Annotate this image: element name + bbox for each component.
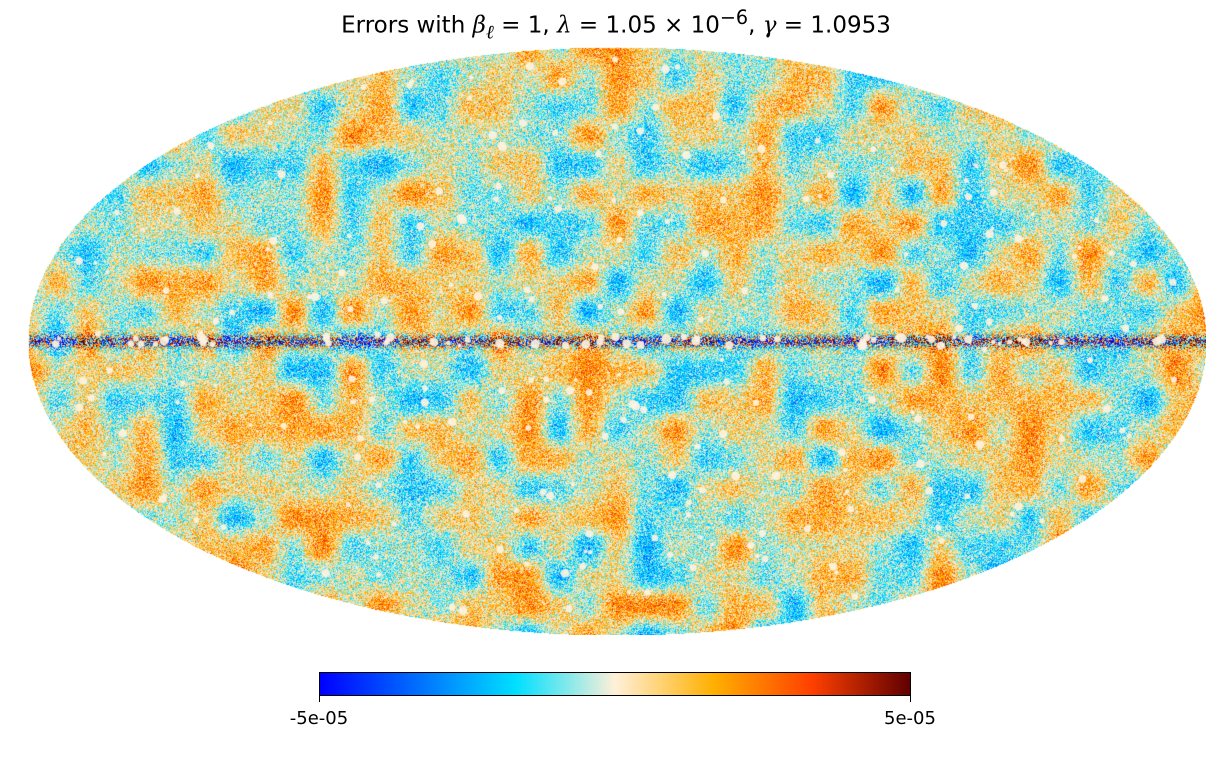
colorbar-max-label: 5e-05 (884, 708, 936, 729)
mollweide-map (28, 47, 1206, 635)
colorbar-min-label: -5e-05 (289, 708, 349, 729)
colorbar-tick-min (319, 696, 320, 702)
sky-map-canvas (28, 47, 1206, 635)
chart-title: Errors with βℓ = 1, λ = 1.05 × 10−6, γ =… (341, 6, 891, 44)
colorbar-tick-max (910, 696, 911, 702)
colorbar (319, 672, 911, 696)
